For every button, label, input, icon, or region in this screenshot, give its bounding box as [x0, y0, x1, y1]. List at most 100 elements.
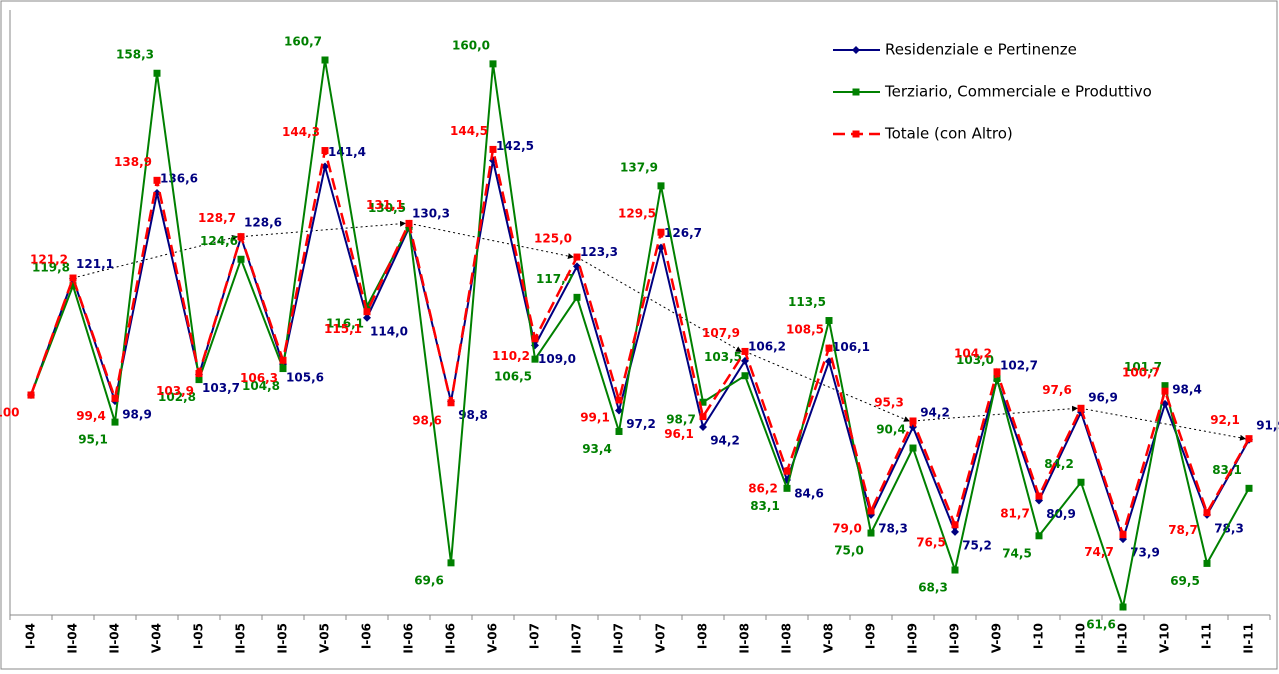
x-tick-label: V-05 [318, 623, 332, 653]
data-label: 129,5 [618, 207, 656, 221]
point-marker [741, 372, 749, 380]
data-label: 121,2 [30, 253, 68, 267]
data-label: 73,9 [1130, 546, 1160, 560]
point-marker [615, 427, 623, 435]
data-label: 106,1 [832, 340, 870, 354]
data-label: 144,3 [282, 125, 320, 139]
x-tick-label: II-05 [276, 623, 290, 654]
data-label: 69,6 [414, 573, 444, 587]
point-marker [1245, 435, 1253, 443]
point-marker [447, 399, 455, 407]
x-tick-label: II-07 [612, 623, 626, 654]
data-label: 94,2 [710, 434, 740, 448]
data-label: 84,2 [1044, 457, 1074, 471]
point-marker [993, 368, 1001, 376]
data-label: 83,1 [750, 499, 780, 513]
x-tick-label: I-10 [1032, 623, 1046, 649]
data-label: 84,6 [794, 487, 824, 501]
data-label: 103,5 [704, 350, 742, 364]
point-marker [657, 228, 665, 236]
point-marker [993, 374, 1001, 382]
data-label: 128,7 [198, 211, 236, 225]
x-tick-label: I-05 [192, 623, 206, 649]
point-marker [783, 467, 791, 475]
data-label: 75,2 [962, 538, 992, 552]
data-label: 106,5 [494, 370, 532, 384]
x-tick-label: V-06 [486, 623, 500, 653]
legend-marker [852, 130, 860, 138]
point-marker [111, 418, 119, 426]
data-label: 130,5 [368, 201, 406, 215]
x-tick-label: II-08 [780, 623, 794, 654]
data-label: 93,4 [582, 442, 612, 456]
data-label: 78,3 [1214, 521, 1244, 535]
point-marker [1035, 492, 1043, 500]
data-label: 113,5 [788, 295, 826, 309]
point-marker [573, 253, 581, 261]
data-label: 141,4 [328, 145, 366, 159]
data-label: 96,9 [1088, 391, 1118, 405]
data-label: 115,1 [324, 322, 362, 336]
point-marker [279, 356, 287, 364]
legend-label: Residenziale e Pertinenze [885, 41, 1077, 59]
data-label: 68,3 [918, 581, 948, 595]
data-label: 103,7 [202, 381, 240, 395]
point-marker [657, 182, 665, 190]
point-marker [153, 69, 161, 77]
series-line [29, 149, 1251, 539]
data-label: 94,2 [920, 406, 950, 420]
data-label: 160,7 [284, 35, 322, 49]
data-label: 117,7 [536, 272, 574, 286]
point-marker [951, 527, 959, 536]
data-label: 97,6 [1042, 383, 1072, 397]
x-tick-label: II-04 [66, 623, 80, 654]
point-marker [699, 413, 707, 421]
point-marker [279, 365, 287, 373]
data-label: 96,1 [664, 427, 694, 441]
point-marker [405, 219, 413, 227]
point-marker [489, 60, 497, 68]
data-label: 106,2 [748, 339, 786, 353]
legend-marker [852, 46, 860, 54]
data-label: 107,9 [702, 326, 740, 340]
data-label: 86,2 [748, 482, 778, 496]
point-marker [615, 396, 623, 404]
data-label: 144,5 [450, 124, 488, 138]
x-tick-label: I-08 [696, 623, 710, 649]
data-label: 79,0 [832, 521, 862, 535]
point-marker [1245, 484, 1253, 492]
data-label: 97,2 [626, 417, 656, 431]
trend-arrow [72, 234, 238, 279]
data-label: 101,7 [1124, 360, 1162, 374]
point-marker [615, 406, 623, 415]
x-tick-label: I-07 [528, 623, 542, 649]
x-tick-label: II-04 [108, 623, 122, 654]
point-marker [867, 507, 875, 515]
point-marker [867, 529, 875, 537]
point-marker [195, 376, 203, 384]
data-label: 95,3 [874, 395, 904, 409]
data-label: 100,7 [1122, 366, 1160, 380]
point-marker [825, 344, 833, 352]
data-label: 137,9 [620, 160, 658, 174]
data-label: 98,9 [122, 408, 152, 422]
data-label: 83,1 [1212, 463, 1242, 477]
point-marker [237, 233, 245, 241]
data-label: 81,7 [1000, 507, 1030, 521]
data-label: 160,0 [452, 38, 490, 52]
data-label: 128,6 [244, 216, 282, 230]
x-tick-label: V-09 [990, 623, 1004, 653]
point-marker [1161, 387, 1169, 395]
point-marker [951, 566, 959, 574]
x-tick-label: V-08 [822, 623, 836, 653]
x-tick-label: V-07 [654, 623, 668, 653]
x-tick-label: II-09 [948, 623, 962, 654]
data-label: 116,1 [326, 317, 364, 331]
x-tick-label: I-11 [1200, 623, 1214, 649]
x-tick-label: II-09 [906, 623, 920, 654]
x-tick-label: II-10 [1074, 623, 1088, 654]
data-label: 123,3 [580, 245, 618, 259]
point-marker [909, 417, 917, 425]
series-line [30, 160, 1250, 543]
